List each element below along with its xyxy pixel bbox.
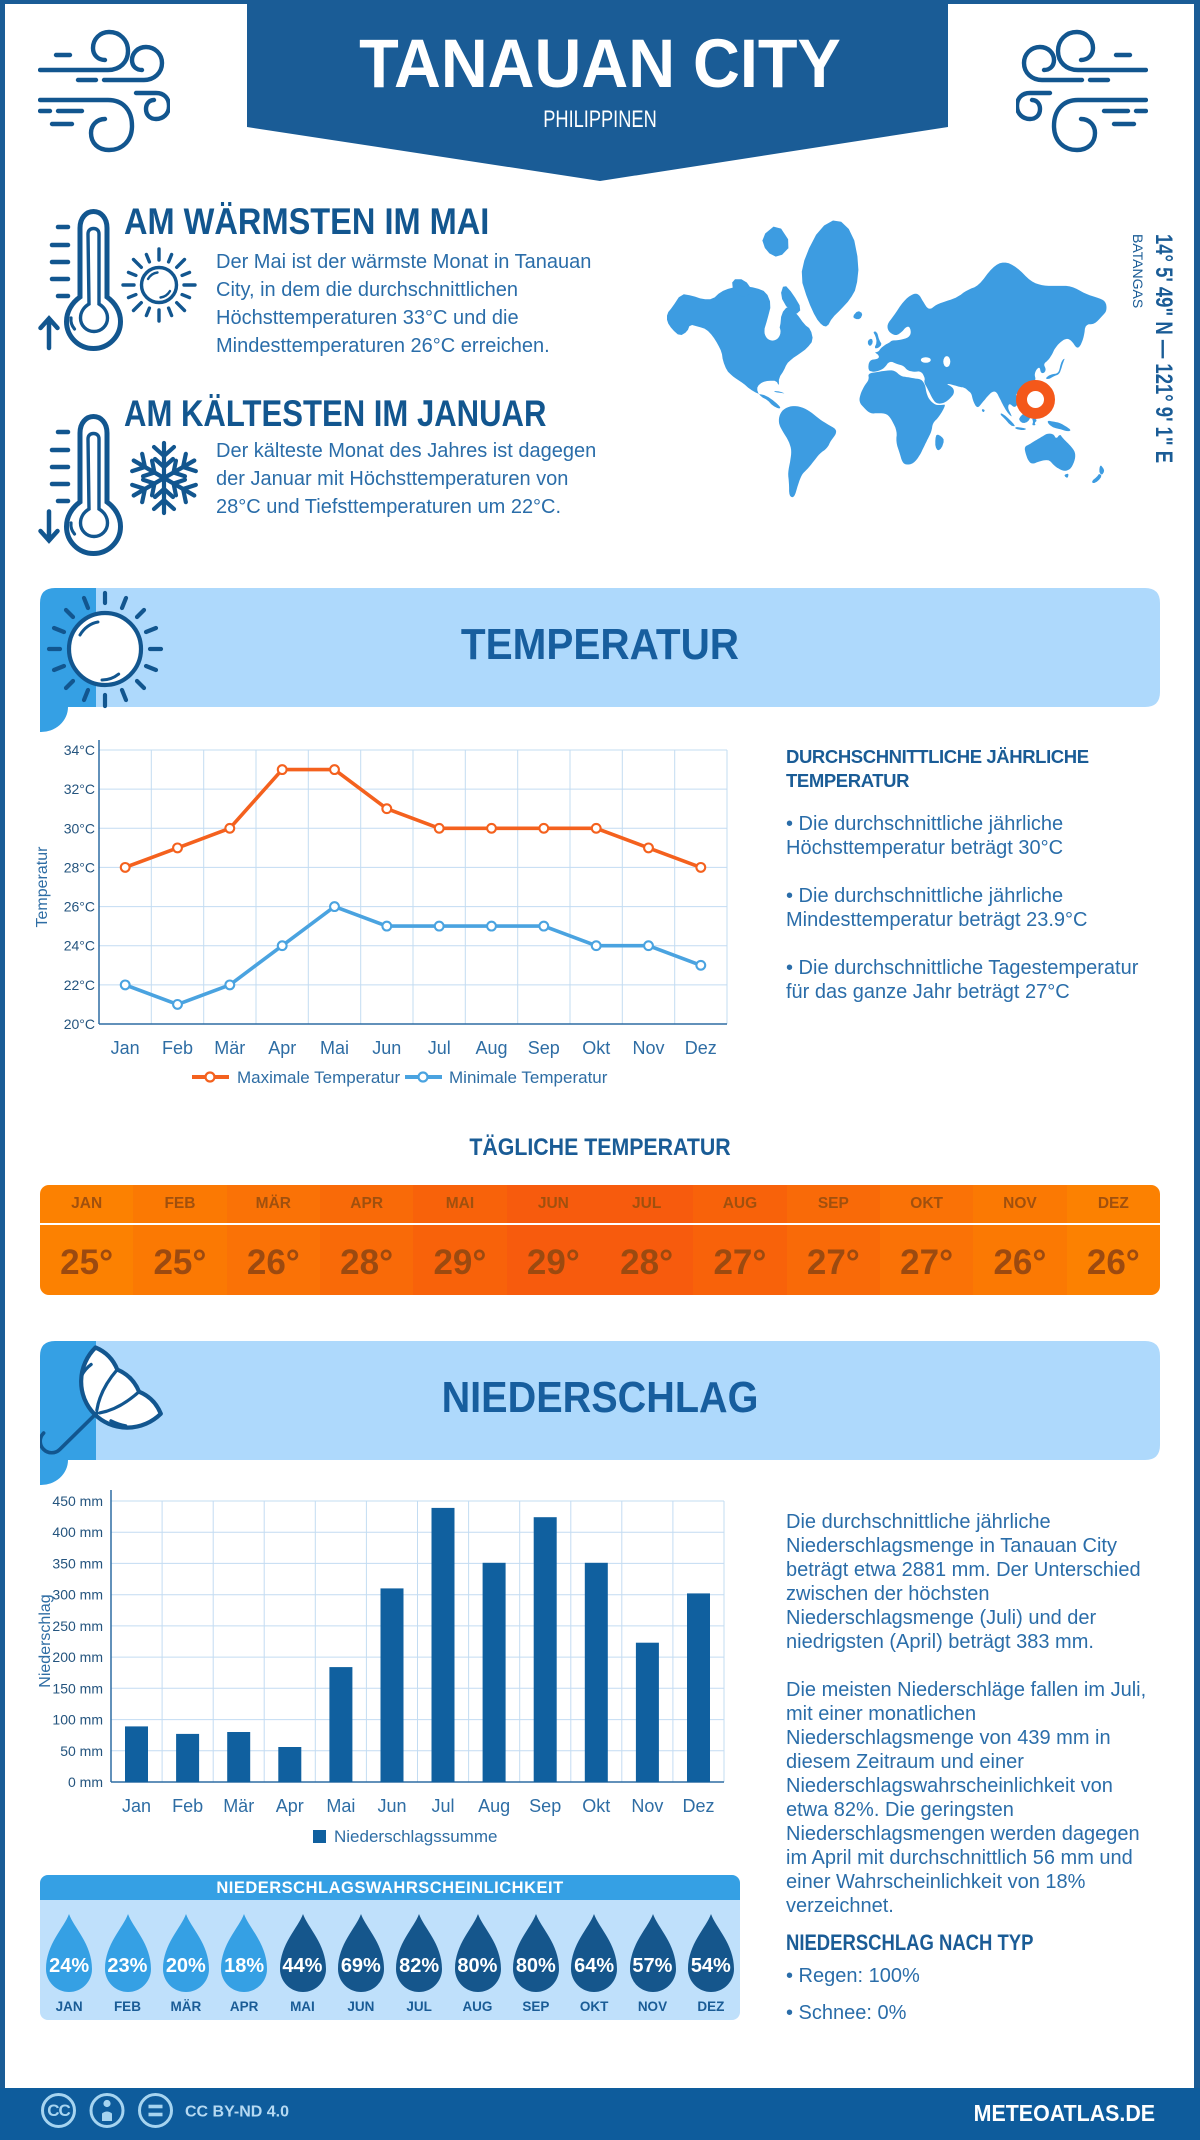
- svg-text:32°C: 32°C: [64, 781, 95, 797]
- svg-text:Nov: Nov: [632, 1038, 664, 1058]
- svg-text:Jan: Jan: [122, 1796, 151, 1816]
- svg-text:Sep: Sep: [529, 1796, 561, 1816]
- svg-text:28°C: 28°C: [64, 859, 95, 875]
- svg-text:450 mm: 450 mm: [52, 1493, 103, 1509]
- svg-text:0 mm: 0 mm: [68, 1774, 103, 1790]
- svg-text:Temperatur: Temperatur: [34, 846, 51, 928]
- svg-text:Apr: Apr: [268, 1038, 296, 1058]
- svg-text:Jul: Jul: [428, 1038, 451, 1058]
- svg-text:Jun: Jun: [377, 1796, 406, 1816]
- svg-text:34°C: 34°C: [64, 742, 95, 758]
- svg-text:CC BY-ND 4.0: CC BY-ND 4.0: [185, 2104, 289, 2121]
- svg-text:Okt: Okt: [582, 1796, 610, 1816]
- svg-text:Dez: Dez: [682, 1796, 714, 1816]
- svg-text:Mai: Mai: [320, 1038, 349, 1058]
- svg-text:100 mm: 100 mm: [52, 1712, 103, 1728]
- svg-text:30°C: 30°C: [64, 820, 95, 836]
- svg-text:26°C: 26°C: [64, 899, 95, 915]
- svg-text:200 mm: 200 mm: [52, 1649, 103, 1665]
- svg-text:Jul: Jul: [431, 1796, 454, 1816]
- svg-text:20°C: 20°C: [64, 1016, 95, 1032]
- svg-text:Mär: Mär: [214, 1038, 245, 1058]
- svg-text:50 mm: 50 mm: [60, 1743, 103, 1759]
- svg-text:Okt: Okt: [582, 1038, 610, 1058]
- svg-text:22°C: 22°C: [64, 977, 95, 993]
- svg-text:250 mm: 250 mm: [52, 1618, 103, 1634]
- svg-text:Apr: Apr: [276, 1796, 304, 1816]
- svg-text:Aug: Aug: [478, 1796, 510, 1816]
- svg-text:Maximale Temperatur: Maximale Temperatur: [237, 1068, 400, 1087]
- svg-text:Feb: Feb: [172, 1796, 203, 1816]
- svg-text:350 mm: 350 mm: [52, 1555, 103, 1571]
- svg-text:150 mm: 150 mm: [52, 1680, 103, 1696]
- svg-text:Dez: Dez: [685, 1038, 717, 1058]
- svg-text:Niederschlag: Niederschlag: [37, 1594, 54, 1687]
- svg-text:Aug: Aug: [475, 1038, 507, 1058]
- svg-text:24°C: 24°C: [64, 938, 95, 954]
- svg-text:Jan: Jan: [111, 1038, 140, 1058]
- svg-text:Sep: Sep: [528, 1038, 560, 1058]
- svg-text:Nov: Nov: [631, 1796, 663, 1816]
- svg-text:Niederschlagssumme: Niederschlagssumme: [334, 1827, 497, 1846]
- svg-text:Feb: Feb: [162, 1038, 193, 1058]
- svg-text:300 mm: 300 mm: [52, 1587, 103, 1603]
- svg-text:Mär: Mär: [223, 1796, 254, 1816]
- svg-text:Minimale Temperatur: Minimale Temperatur: [449, 1068, 608, 1087]
- svg-text:Mai: Mai: [326, 1796, 355, 1816]
- svg-text:CC: CC: [47, 2101, 70, 2120]
- svg-text:400 mm: 400 mm: [52, 1524, 103, 1540]
- svg-text:Jun: Jun: [372, 1038, 401, 1058]
